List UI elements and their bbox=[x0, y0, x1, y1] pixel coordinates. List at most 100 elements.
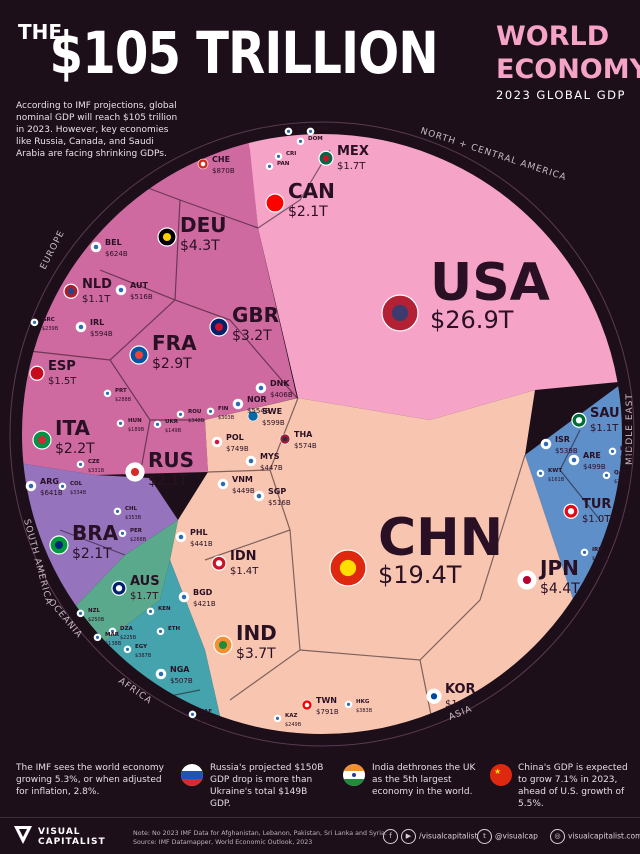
country-hkg: HKG $383B bbox=[344, 699, 373, 714]
social-website[interactable]: ◎ visualcapitalist.com bbox=[550, 829, 640, 844]
country-gdp-esp: $1.5T bbox=[48, 376, 77, 387]
country-vnm: VNM $449B bbox=[217, 475, 255, 495]
country-gdp-idn: $1.4T bbox=[230, 566, 259, 577]
country-gdp-aus: $1.7T bbox=[130, 591, 159, 602]
dnk-flag-mark bbox=[258, 385, 264, 391]
country-gdp-ita: $2.2T bbox=[55, 441, 95, 457]
per-flag-mark bbox=[120, 531, 125, 535]
country-code-cri: CRI bbox=[286, 151, 296, 157]
country-code-bel: BEL bbox=[105, 238, 122, 247]
eth-flag-mark bbox=[158, 629, 163, 633]
rou-flag-mark bbox=[178, 412, 183, 416]
deu-flag-mark bbox=[162, 232, 172, 242]
country-gdp-nld: $1.1T bbox=[82, 294, 111, 305]
region-label-europe: EUROPE bbox=[39, 229, 67, 272]
web-icon[interactable]: ◎ bbox=[550, 829, 565, 844]
country-gdp-nzl: $250B bbox=[88, 617, 105, 623]
cri-flag-mark bbox=[276, 154, 281, 158]
country-gdp-arg: $641B bbox=[40, 489, 63, 497]
country-pan: PAN bbox=[265, 161, 290, 171]
usa-flag-mark bbox=[391, 304, 409, 322]
country-egy: EGY $387B bbox=[123, 644, 152, 659]
country-tha: THA $574B bbox=[279, 430, 317, 450]
social-facebook-youtube[interactable]: f ▶/visualcapitalist bbox=[383, 829, 478, 844]
title-the: THE bbox=[18, 20, 63, 44]
country-gdp-hun: $189B bbox=[128, 427, 145, 433]
country-gdp-fin: $303B bbox=[218, 415, 235, 421]
brand-logo-text: VISUAL CAPITALIST bbox=[38, 827, 106, 847]
jpn-flag-mark bbox=[522, 575, 532, 585]
country-gdp-bel: $624B bbox=[105, 250, 128, 258]
country-gdp-dnk: $406B bbox=[270, 391, 293, 399]
country-code-sau: SAU bbox=[590, 406, 620, 421]
country-kwt: KWT $161B bbox=[536, 468, 565, 483]
mex-flag-mark bbox=[322, 155, 330, 162]
country-gdp-sau: $1.1T bbox=[590, 423, 619, 434]
region-label-middle-east: MIDDLE EAST bbox=[625, 393, 635, 465]
country-code-phl: PHL bbox=[190, 528, 208, 537]
country-code-per: PER bbox=[130, 528, 143, 534]
country-nzl: NZL $250B bbox=[76, 608, 105, 623]
che-flag-mark bbox=[200, 161, 206, 167]
country-gdp-che: $870B bbox=[212, 167, 235, 175]
country-bel: BEL $624B bbox=[90, 238, 128, 258]
country-fin: FIN $303B bbox=[206, 406, 235, 421]
country-gdp-swe: $599B bbox=[262, 419, 285, 427]
country-gdp-ukr: $149B bbox=[165, 428, 182, 434]
country-gdp-mex: $1.7T bbox=[337, 161, 366, 172]
country-kor: KOR $1.7T bbox=[426, 682, 476, 710]
country-code-eth: ETH bbox=[168, 626, 181, 632]
country-dnk: DNK $406B bbox=[255, 379, 293, 399]
country-code-tur: TUR bbox=[582, 497, 611, 512]
country-code-usa: USA bbox=[430, 253, 550, 313]
facebook-icon[interactable]: f bbox=[383, 829, 398, 844]
country-code-col: COL bbox=[70, 481, 83, 487]
country-gdp-dza: $225B bbox=[120, 635, 137, 641]
country-code-kor: KOR bbox=[445, 682, 476, 697]
country-gdp-irl: $594B bbox=[90, 330, 113, 338]
youtube-icon[interactable]: ▶ bbox=[401, 829, 416, 844]
country-code-kaz: KAZ bbox=[285, 713, 298, 719]
idn-flag-mark bbox=[215, 560, 223, 567]
country-ukr: UKR $149B bbox=[153, 419, 182, 434]
rus-flag-mark bbox=[130, 467, 140, 477]
country-code-rou: ROU bbox=[188, 409, 201, 415]
nga-flag-mark bbox=[158, 671, 164, 677]
country-code-bra: BRA bbox=[72, 521, 119, 545]
country-code-hkg: HKG bbox=[356, 699, 370, 705]
footnote: Note: No 2023 IMF Data for Afghanistan, … bbox=[133, 830, 387, 846]
ukr-flag-mark bbox=[155, 422, 160, 426]
country-code-fin: FIN bbox=[218, 406, 229, 412]
country-code-sgp: SGP bbox=[268, 487, 286, 496]
india-flag-icon bbox=[343, 764, 365, 786]
mar-flag-mark bbox=[95, 635, 100, 639]
country-gdp-mys: $447B bbox=[260, 464, 283, 472]
country-code-pol: POL bbox=[226, 433, 244, 442]
col-flag-mark bbox=[60, 484, 65, 488]
twitter-icon[interactable]: t bbox=[477, 829, 492, 844]
cze-flag-mark bbox=[78, 462, 83, 466]
country-code-gbr: GBR bbox=[232, 303, 279, 327]
country-bgd: BGD $421B bbox=[178, 588, 216, 608]
mys-flag-mark bbox=[248, 458, 254, 464]
fact-india: India dethrones the UK as the 5th larges… bbox=[372, 763, 476, 797]
country-code-ken: KEN bbox=[158, 606, 171, 612]
country-code-irn: IRN bbox=[592, 547, 603, 553]
country-gdp-kor: $1.7T bbox=[445, 699, 474, 710]
country-gdp-vnm: $449B bbox=[232, 487, 255, 495]
country-swe: SWE $599B bbox=[247, 407, 285, 427]
dom-flag-mark bbox=[298, 139, 303, 143]
country-code-irl: IRL bbox=[90, 318, 104, 327]
ind-flag-mark bbox=[218, 640, 228, 650]
pol-flag-mark bbox=[214, 439, 220, 445]
country-zaf: ZAF $399B bbox=[188, 709, 217, 724]
country-code-nor: NOR bbox=[247, 395, 267, 404]
tur-flag-mark bbox=[567, 508, 575, 515]
can-flag-mark bbox=[270, 198, 280, 208]
aus-flag-mark bbox=[115, 585, 123, 592]
social-twitter[interactable]: t @visualcap bbox=[477, 829, 538, 844]
country-usa: USA$26.9T bbox=[381, 253, 550, 334]
sgp-flag-mark bbox=[256, 493, 262, 499]
country-code-tha: THA bbox=[294, 430, 313, 439]
country-code-che: CHE bbox=[212, 155, 230, 164]
